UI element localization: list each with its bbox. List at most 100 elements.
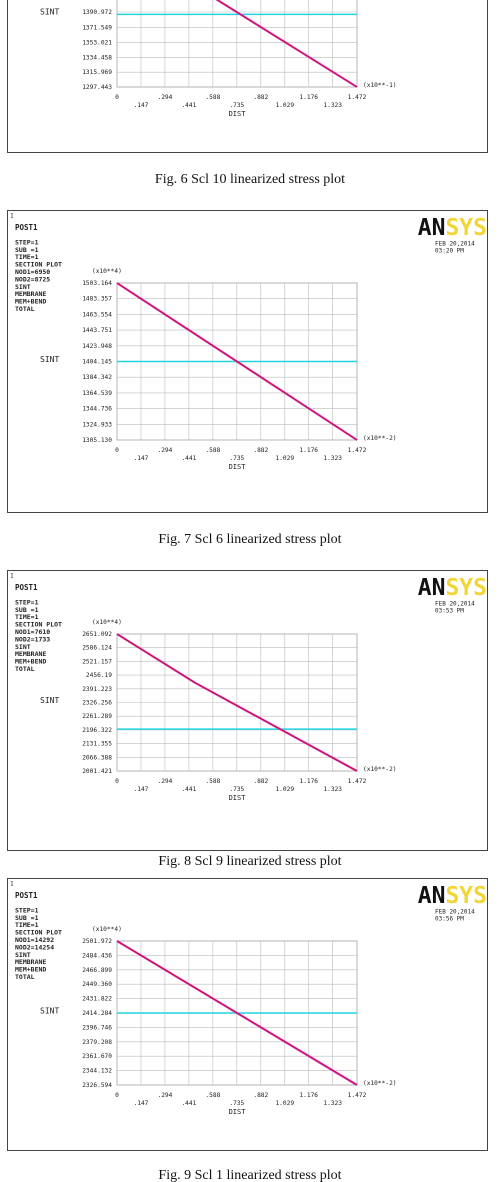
logo: ANSYS [418, 575, 487, 601]
time: 03:20 PM [435, 248, 464, 255]
y-tick-label: 2396.746 [82, 1024, 112, 1031]
x-axis-label: DIST [229, 463, 247, 471]
y-tick-label: 2521.157 [82, 658, 112, 665]
x-multiplier: (x10**-2) [363, 435, 397, 442]
y-tick-label: 2326.594 [82, 1082, 112, 1089]
legend-entry: MEM+BEND [15, 966, 46, 974]
y-multiplier: (x10**4) [92, 619, 122, 626]
x-tick-label: 1.029 [275, 102, 294, 109]
y-tick-label: 1483.357 [82, 296, 112, 303]
y-axis-label: SINT [40, 696, 59, 705]
date: FEB 20,2014 [435, 241, 475, 248]
caption: Fig. 8 Scl 9 linearized stress plot [158, 854, 341, 869]
x-tick-label: .294 [157, 778, 172, 785]
logo-dark: AN [418, 883, 446, 909]
info-line: STEP=1 [15, 598, 39, 606]
y-tick-label: 1463.554 [82, 311, 112, 318]
x-tick-label: 1.323 [323, 102, 342, 109]
y-tick-label: 2651.092 [82, 631, 112, 638]
info-line: SUB =1 [15, 914, 39, 922]
x-tick-label: .441 [181, 786, 196, 793]
y-axis-label: SINT [40, 1007, 59, 1016]
y-tick-label: 1384.342 [82, 374, 112, 381]
info-line: SINT [15, 951, 31, 959]
x-tick-label: .735 [229, 455, 244, 462]
legend-entry: TOTAL [15, 973, 35, 981]
x-multiplier: (x10**-2) [363, 766, 397, 773]
y-tick-label: 2456.19 [86, 672, 112, 679]
legend-entry: MEM+BEND [15, 658, 46, 666]
info-line: SUB =1 [15, 606, 39, 614]
info-line: NOD1=14292 [15, 936, 54, 944]
info-line: SINT [15, 283, 31, 291]
x-tick-label: .735 [229, 1100, 244, 1107]
caption: Fig. 9 Scl 1 linearized stress plot [158, 1168, 341, 1182]
info-line: SECTION PLOT [15, 261, 62, 269]
x-tick-label: .294 [157, 1092, 172, 1099]
legend-entry: TOTAL [15, 665, 35, 673]
info-line: STEP=1 [15, 238, 39, 246]
window-number: 1 [10, 881, 14, 888]
series-line [116, 940, 358, 1086]
y-tick-label: 2484.436 [82, 952, 112, 959]
date: FEB 20,2014 [435, 909, 475, 916]
x-tick-label: 1.323 [323, 786, 342, 793]
y-tick-label: 2466.899 [82, 967, 112, 974]
y-tick-label: 1390.972 [82, 9, 112, 16]
logo: ANSYS [418, 215, 487, 241]
series-line [116, 633, 358, 772]
x-tick-label: .294 [157, 447, 172, 454]
info-line: NOD2=14254 [15, 943, 54, 951]
info-line: SINT [15, 643, 31, 651]
info-line: TIME=1 [15, 253, 39, 261]
x-tick-label: 1.176 [299, 778, 318, 785]
y-tick-label: 1297.443 [82, 84, 112, 91]
x-tick-label: .147 [134, 1100, 149, 1107]
y-tick-label: 2449.360 [82, 981, 112, 988]
window-number: 1 [10, 573, 14, 580]
y-tick-label: 2391.223 [82, 686, 112, 693]
x-tick-label: 0 [115, 94, 119, 101]
y-tick-label: 1371.549 [82, 25, 112, 32]
figure: 2501.972 2484.436 2466.899 2449.360 2431.822… [7, 878, 488, 1182]
x-tick-label: .882 [253, 94, 268, 101]
info-line: TIME=1 [15, 921, 39, 929]
y-tick-label: 2131.355 [82, 741, 112, 748]
series-line [216, 0, 358, 88]
y-multiplier: (x10**4) [92, 268, 122, 275]
x-tick-label: 1.472 [348, 447, 367, 454]
x-tick-label: .588 [205, 94, 220, 101]
info-line: NOD2=1733 [15, 635, 50, 643]
y-tick-label: 1503.164 [82, 280, 112, 287]
info-line: NOD1=6950 [15, 268, 50, 276]
info-line: NOD1=7610 [15, 628, 50, 636]
y-tick-label: 2431.822 [82, 996, 112, 1003]
logo-light: SYS [445, 575, 487, 601]
figure: 2651.092 2586.124 2521.157 2456.19 2391.223 2… [7, 570, 488, 869]
x-multiplier: (x10**-1) [363, 82, 397, 89]
y-tick-label: 2414.284 [82, 1010, 112, 1017]
x-tick-label: .588 [205, 1092, 220, 1099]
x-tick-label: .147 [134, 102, 149, 109]
info-line: POST1 [15, 583, 38, 592]
logo-light: SYS [445, 215, 487, 241]
y-tick-label: 1334.458 [82, 54, 112, 61]
x-tick-label: .735 [229, 786, 244, 793]
x-tick-label: .441 [181, 1100, 196, 1107]
x-tick-label: 1.472 [348, 778, 367, 785]
legend-entry: MEMBRANE [15, 650, 46, 658]
y-tick-label: 2586.124 [82, 645, 112, 652]
x-tick-label: .147 [134, 786, 149, 793]
series-line [116, 282, 358, 441]
y-tick-label: 2501.972 [82, 938, 112, 945]
legend-entry: MEMBRANE [15, 290, 46, 298]
x-tick-label: 1.323 [323, 455, 342, 462]
x-tick-label: .441 [181, 102, 196, 109]
x-tick-label: .147 [134, 455, 149, 462]
x-tick-label: 1.176 [299, 1092, 318, 1099]
y-axis-label: SINT [40, 8, 59, 17]
y-tick-label: 1443.751 [82, 327, 112, 334]
y-tick-label: 1364.539 [82, 390, 112, 397]
figure: 1503.164 1483.357 1463.554 1443.751 1423.948… [7, 210, 488, 547]
